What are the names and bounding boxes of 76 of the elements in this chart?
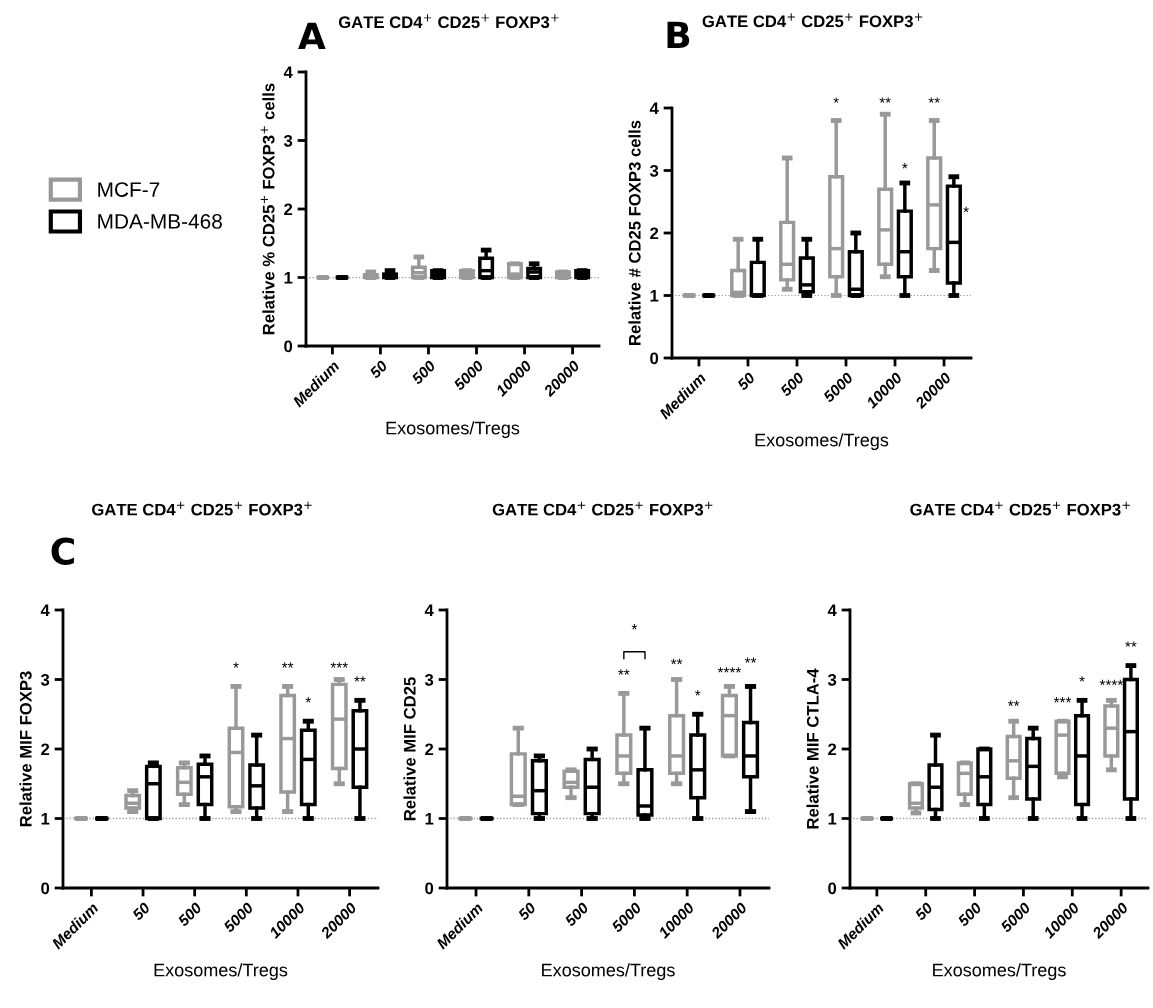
annotation: **	[618, 669, 630, 675]
annotation: **	[744, 657, 757, 663]
annotation: **	[354, 676, 366, 682]
x-tick-label: 500	[177, 901, 203, 928]
annotation: ***	[330, 662, 348, 668]
x-tick-label: 500	[779, 371, 805, 398]
y-tick-label: 4	[649, 102, 659, 115]
y-tick-label: 1	[828, 813, 837, 825]
y-tick-label: 0	[284, 340, 293, 353]
y-tick-label: 1	[425, 813, 434, 825]
y-axis-title: Relative MIF CD25	[403, 677, 416, 821]
y-tick-label: 0	[41, 882, 50, 895]
annotation: *	[631, 624, 638, 630]
x-axis-title: Exosomes/Tregs	[933, 963, 1066, 981]
x-tick-label: 50	[517, 901, 537, 922]
legend-label: MDA-MB-468	[98, 214, 222, 229]
x-axis-title: Exosomes/Tregs	[755, 433, 889, 451]
x-tick-label: 500	[956, 901, 983, 928]
chart-title: GATE CD4$^{+}$ CD25$^{+}$ FOXP3$^{+}$	[338, 14, 559, 29]
annotation: *	[902, 163, 908, 169]
text: *	[833, 97, 839, 103]
annotation: *	[305, 697, 312, 703]
y-tick-label: 2	[425, 743, 434, 756]
annotation: *	[1079, 676, 1085, 682]
x-tick-label: 50	[368, 359, 389, 380]
x-tick-label: 50	[131, 901, 151, 922]
y-tick-label: 0	[425, 882, 434, 895]
annotation: ***	[1053, 697, 1072, 703]
y-axis-title: Relative MIF FOXP3	[19, 671, 32, 827]
x-axis-title: Exosomes/Tregs	[154, 963, 288, 981]
annotation: *	[233, 662, 239, 668]
annotation: ****	[717, 667, 742, 673]
y-tick-label: 0	[828, 882, 837, 895]
chart-title: GATE CD4$^{+}$ CD25$^{+}$ FOXP3$^{+}$	[910, 501, 1130, 516]
x-tick-label: 500	[410, 359, 437, 386]
text: A	[298, 22, 326, 50]
y-tick-label: 3	[283, 134, 293, 147]
y-tick-label: 4	[283, 66, 293, 79]
annotation: ****	[1099, 679, 1124, 686]
x-tick-label: 500	[563, 901, 590, 928]
x-tick-label: 50	[736, 371, 756, 392]
y-tick-label: 2	[828, 743, 837, 756]
y-tick-label: 4	[424, 604, 434, 617]
y-tick-label: 1	[284, 272, 293, 284]
text: **	[879, 97, 891, 103]
text: B	[667, 21, 690, 48]
text: **	[928, 97, 940, 103]
y-axis-title: Relative % CD25$^{+}$ FOXP3$^{+}$ cells	[260, 83, 275, 335]
y-tick-label: 2	[284, 203, 293, 216]
y-tick-label: 1	[41, 813, 50, 825]
annotation: **	[1007, 700, 1020, 706]
annotation: **	[1125, 641, 1137, 647]
x-tick-label: 50	[914, 901, 934, 922]
y-tick-label: 2	[41, 743, 50, 756]
y-tick-label: 2	[650, 227, 659, 240]
y-tick-label: 4	[40, 604, 50, 617]
y-tick-label: 1	[650, 290, 659, 302]
annotation: **	[281, 662, 294, 668]
annotation: **	[670, 658, 683, 665]
annotation: *	[695, 690, 701, 696]
y-tick-label: 4	[827, 604, 837, 617]
y-axis-title: Relative MIF CTLA-4	[806, 668, 819, 829]
chart-title: GATE CD4$^{+}$ CD25$^{+}$ FOXP3$^{+}$	[702, 13, 923, 28]
legend-label: MCF-7	[98, 182, 160, 197]
chart-title: GATE CD4$^{+}$ CD25$^{+}$ FOXP3$^{+}$	[92, 501, 312, 516]
y-tick-label: 3	[40, 673, 50, 686]
annotation: *	[963, 206, 969, 213]
x-axis-title: Exosomes/Tregs	[542, 963, 675, 981]
chart-title: GATE CD4$^{+}$ CD25$^{+}$ FOXP3$^{+}$	[492, 501, 713, 516]
y-tick-label: 3	[827, 673, 837, 686]
y-axis-title: Relative # CD25 FOXP3 cells	[628, 120, 641, 345]
y-tick-label: 3	[649, 164, 659, 177]
x-axis-title: Exosomes/Tregs	[386, 421, 520, 439]
text: C	[51, 537, 74, 565]
y-tick-label: 3	[424, 673, 434, 686]
y-tick-label: 0	[650, 352, 659, 365]
